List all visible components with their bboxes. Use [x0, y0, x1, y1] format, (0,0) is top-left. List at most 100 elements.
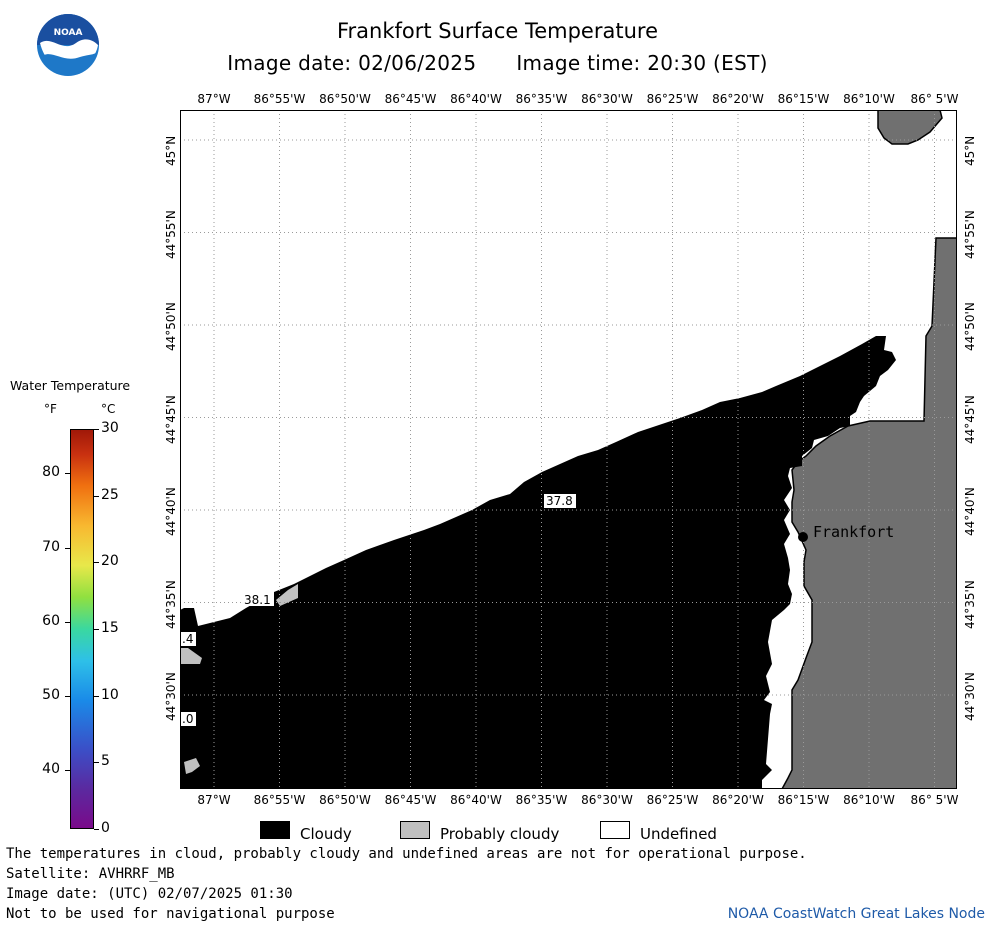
celsius-tick-mark	[94, 562, 99, 564]
land-mainland	[781, 237, 957, 789]
unit-fahrenheit: °F	[44, 402, 57, 416]
celsius-tick-label: 30	[101, 420, 119, 436]
longitude-tick-label: 86°35'W	[515, 793, 568, 807]
longitude-tick-label: 87°W	[197, 92, 231, 106]
longitude-tick-label: 86°50'W	[319, 92, 371, 106]
satellite-note: Satellite: AVHRRF_MB	[6, 866, 175, 882]
celsius-tick-label: 15	[101, 620, 119, 636]
probably-cloudy-label: Probably cloudy	[440, 825, 560, 843]
celsius-tick-mark	[94, 829, 99, 830]
longitude-tick-label: 86°45'W	[384, 92, 437, 106]
fahrenheit-tick-mark	[65, 621, 70, 623]
undefined-swatch	[600, 821, 630, 839]
unit-celsius: °C	[101, 402, 116, 416]
longitude-tick-label: 86°30'W	[581, 92, 633, 106]
longitude-tick-label: 86°55'W	[253, 92, 306, 106]
fahrenheit-tick-label: 40	[42, 760, 60, 777]
fahrenheit-tick-mark	[65, 769, 70, 771]
probably-cloudy-swatch	[400, 821, 430, 839]
temp-label: 38.1	[244, 593, 271, 607]
latitude-tick-label: 44°30'N	[164, 672, 178, 721]
legend-title: Water Temperature	[10, 378, 131, 393]
temp-label: .0	[182, 712, 193, 726]
longitude-tick-label: 86°15'W	[777, 92, 830, 106]
longitude-tick-label: 86°25'W	[646, 793, 699, 807]
longitude-tick-label: 86°35'W	[515, 92, 568, 106]
probably-cloudy-area	[276, 584, 298, 606]
fahrenheit-tick-label: 80	[42, 464, 60, 481]
celsius-tick-label: 5	[101, 753, 110, 770]
undefined-label: Undefined	[640, 825, 717, 843]
longitude-tick-label: 86°40'W	[450, 793, 502, 807]
page-title: Frankfort Surface Temperature	[336, 19, 658, 43]
longitude-tick-label: 86°15'W	[777, 793, 830, 807]
latitude-tick-label: 44°55'N	[164, 209, 178, 259]
image-time-label: Image time: 20:30 (EST)	[516, 51, 768, 75]
noaa-logo-text: NOAA	[54, 28, 83, 38]
longitude-tick-label: 86° 5'W	[910, 793, 959, 807]
noaa-logo-icon: NOAA	[36, 13, 100, 77]
longitude-tick-label: 86°20'W	[712, 92, 764, 106]
probably-cloudy-area	[180, 648, 202, 664]
fahrenheit-tick-mark	[65, 695, 70, 697]
longitude-tick-label: 86°45'W	[384, 793, 437, 807]
celsius-tick-mark	[94, 762, 99, 764]
image-datetime: Image date: 02/06/2025 Image time: 20:30 …	[0, 51, 995, 75]
utc-date-note: Image date: (UTC) 02/07/2025 01:30	[6, 886, 293, 902]
celsius-tick-label: 10	[101, 686, 119, 703]
temp-label-bg	[242, 592, 274, 606]
latitude-tick-label: 44°40'N	[164, 487, 178, 536]
longitude-tick-label: 86°50'W	[319, 793, 371, 807]
latitude-tick-label: 44°55'N	[963, 209, 977, 259]
cloudy-label: Cloudy	[300, 825, 352, 843]
celsius-tick-mark	[94, 695, 99, 697]
celsius-tick-mark	[94, 429, 99, 430]
longitude-tick-label: 86°20'W	[712, 793, 764, 807]
temp-label-bg	[180, 712, 196, 726]
celsius-tick-label: 0	[101, 820, 110, 836]
image-date-label: Image date: 02/06/2025	[227, 51, 477, 75]
frankfort-marker-icon[interactable]	[798, 532, 808, 542]
longitude-tick-label: 86°10'W	[843, 92, 895, 106]
temp-label-bg	[544, 494, 576, 508]
land-island	[877, 110, 943, 145]
latitude-tick-label: 44°50'N	[963, 302, 977, 351]
latitude-tick-label: 44°35'N	[963, 579, 977, 629]
credit-link[interactable]: NOAA CoastWatch Great Lakes Node	[727, 906, 985, 922]
fahrenheit-tick-label: 50	[42, 686, 60, 703]
temp-label-bg	[180, 632, 196, 646]
latitude-tick-label: 45°N	[963, 135, 977, 166]
fahrenheit-tick-mark	[65, 547, 70, 549]
latitude-tick-label: 44°45'N	[963, 394, 977, 444]
longitude-tick-label: 87°W	[197, 793, 231, 807]
latitude-tick-label: 44°40'N	[963, 487, 977, 536]
city-label: Frankfort	[813, 523, 894, 541]
latitude-tick-label: 44°45'N	[164, 394, 178, 444]
latitude-tick-label: 44°35'N	[164, 579, 178, 629]
longitude-tick-label: 86°40'W	[450, 92, 502, 106]
fahrenheit-tick-label: 60	[42, 612, 60, 629]
longitude-tick-label: 86°55'W	[253, 793, 306, 807]
temp-label: 37.8	[546, 494, 573, 508]
cloudy-swatch	[260, 821, 290, 839]
celsius-tick-label: 25	[101, 486, 119, 503]
longitude-tick-label: 86°25'W	[646, 92, 699, 106]
fahrenheit-tick-mark	[65, 473, 70, 475]
map-grid	[180, 110, 957, 789]
longitude-tick-label: 86°10'W	[843, 793, 895, 807]
latitude-tick-label: 44°30'N	[963, 672, 977, 721]
temperature-colorbar	[70, 429, 94, 829]
fahrenheit-tick-label: 70	[42, 538, 60, 555]
latitude-tick-label: 45°N	[164, 135, 178, 166]
longitude-tick-label: 86° 5'W	[910, 92, 959, 106]
longitude-tick-label: 86°30'W	[581, 793, 633, 807]
navigation-note: Not to be used for navigational purpose	[6, 906, 335, 922]
cloudy-area	[180, 336, 896, 789]
probably-cloudy-area	[184, 758, 200, 774]
latitude-tick-label: 44°50'N	[164, 302, 178, 351]
temperature-map[interactable]: Frankfort 37.8 38.1 .4 .0	[180, 110, 957, 789]
celsius-tick-label: 20	[101, 553, 119, 570]
temp-label: .4	[182, 632, 193, 646]
disclaimer-note: The temperatures in cloud, probably clou…	[6, 846, 807, 862]
celsius-tick-mark	[94, 495, 99, 497]
